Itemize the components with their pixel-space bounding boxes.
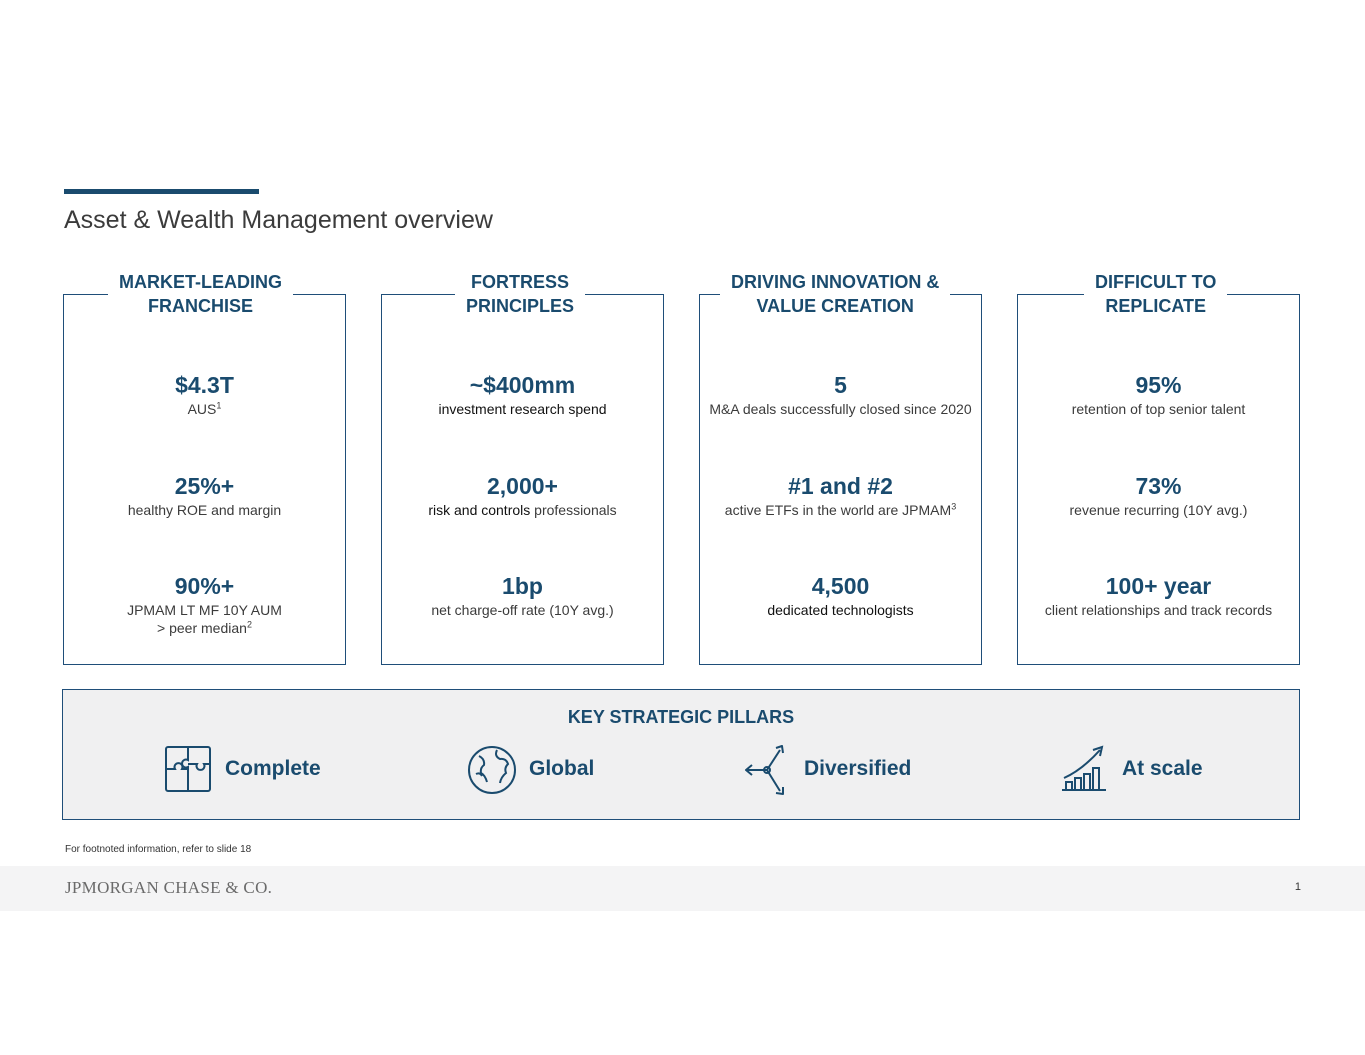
stat-description: retention of top senior talent: [1071, 401, 1246, 417]
diverging-arrows-icon: [745, 745, 784, 795]
stat-value: 2,000+: [487, 473, 558, 499]
puzzle-icon: [165, 746, 211, 792]
page-title: Asset & Wealth Management overview: [64, 206, 493, 234]
stat-block: 25%+ healthy ROE and margin: [63, 472, 346, 519]
stat-description: client relationships and track records: [1044, 602, 1273, 618]
stat-value: $4.3T: [175, 372, 234, 398]
stat-block: 100+ year client relationships and track…: [1017, 572, 1300, 619]
stat-description: M&A deals successfully closed since 2020: [709, 401, 972, 417]
column-heading: DIFFICULT TO REPLICATE: [1084, 270, 1228, 318]
stat-value: 90%+: [174, 573, 235, 599]
stat-value: 4,500: [811, 573, 870, 599]
stat-description: active ETFs in the world are JPMAM3: [724, 501, 957, 518]
footnote: For footnoted information, refer to slid…: [65, 844, 252, 855]
stat-block: 4,500 dedicated technologists: [699, 572, 982, 619]
stat-value: 1bp: [502, 573, 543, 599]
growth-chart-icon: [1062, 745, 1106, 791]
pillar-label: Global: [529, 757, 595, 780]
column-heading: MARKET-LEADING FRANCHISE: [108, 270, 293, 318]
footer: JPMORGAN CHASE & CO. 1: [0, 866, 1365, 911]
stat-description: risk and controls professionals: [428, 502, 617, 518]
footnote-marker: 2: [246, 619, 252, 630]
pillars-title: KEY STRATEGIC PILLARS: [567, 707, 795, 727]
stat-value: ~$400mm: [469, 372, 576, 398]
stat-description: investment research spend: [438, 401, 607, 417]
stat-block: 95% retention of top senior talent: [1017, 371, 1300, 418]
stat-description: AUS1: [187, 400, 222, 417]
footnote-marker: 3: [951, 501, 957, 512]
footnote-marker: 1: [216, 400, 222, 411]
pillar-label: Diversified: [804, 757, 912, 780]
stat-description: dedicated technologists: [767, 602, 914, 618]
stat-block: 90%+ JPMAM LT MF 10Y AUM > peer median2: [63, 572, 346, 637]
stat-block: ~$400mm investment research spend: [381, 371, 664, 418]
stat-block: 73% revenue recurring (10Y avg.): [1017, 472, 1300, 519]
pillar-at-scale: At scale: [1060, 742, 1203, 796]
stat-value: 5: [834, 372, 847, 398]
stat-description: healthy ROE and margin: [127, 502, 282, 518]
stat-description: net charge-off rate (10Y avg.): [431, 602, 614, 618]
company-logo: JPMORGAN CHASE & CO.: [65, 878, 273, 897]
stat-block: 1bp net charge-off rate (10Y avg.): [381, 572, 664, 619]
key-strategic-pillars-panel: KEY STRATEGIC PILLARS Complete Global Di…: [62, 689, 1300, 820]
column-heading: FORTRESS PRINCIPLES: [455, 270, 586, 318]
stat-value: 73%: [1135, 473, 1182, 499]
title-accent-bar: [64, 189, 259, 194]
stat-description: JPMAM LT MF 10Y AUM: [127, 602, 282, 618]
pillar-label: At scale: [1122, 757, 1203, 780]
pillar-global: Global: [467, 742, 594, 796]
column-heading: DRIVING INNOVATION & VALUE CREATION: [720, 270, 951, 318]
globe-icon: [468, 746, 516, 794]
stat-value: 25%+: [174, 473, 235, 499]
pillar-complete: Complete: [163, 742, 321, 796]
stat-value: #1 and #2: [788, 473, 893, 499]
stat-block: 5 M&A deals successfully closed since 20…: [699, 371, 982, 418]
stat-value: 95%: [1135, 372, 1182, 398]
stat-block: #1 and #2 active ETFs in the world are J…: [699, 472, 982, 519]
stat-description-line2: > peer median2: [157, 619, 252, 636]
stat-block: 2,000+ risk and controls professionals: [381, 472, 664, 519]
stat-block: $4.3T AUS1: [63, 371, 346, 418]
stat-description: revenue recurring (10Y avg.): [1069, 502, 1248, 518]
pillar-diversified: Diversified: [742, 742, 911, 796]
page-number: 1: [1294, 881, 1301, 893]
pillar-label: Complete: [225, 757, 321, 780]
stat-value: 100+ year: [1105, 573, 1212, 599]
